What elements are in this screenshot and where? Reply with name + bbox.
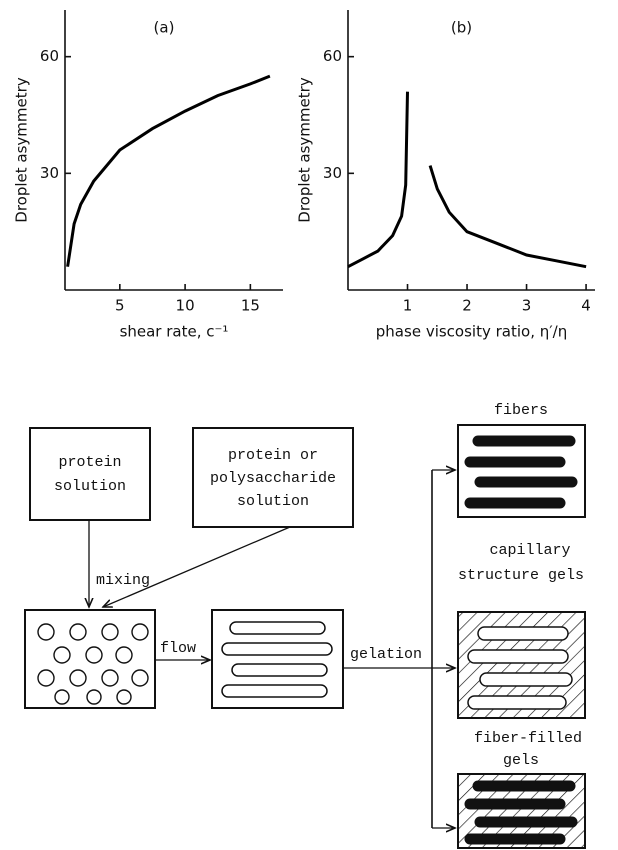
source-box — [192, 427, 354, 528]
x-tick-label: 1 — [403, 297, 413, 315]
data-line — [347, 91, 587, 269]
source-label: polysaccharide — [210, 470, 336, 487]
x-tick-label: 4 — [581, 297, 591, 315]
source-label: solution — [237, 493, 309, 510]
arrow — [103, 526, 291, 607]
source-label: solution — [54, 478, 126, 495]
step-label: flow — [160, 640, 196, 657]
source-label: protein — [58, 454, 121, 471]
product-label: structure gels — [458, 567, 584, 584]
x-tick-label: 5 — [115, 297, 125, 315]
step-label: gelation — [350, 646, 422, 663]
x-tick-label: 10 — [176, 297, 195, 315]
product-label: fiber-filled — [474, 730, 582, 747]
source-box — [29, 427, 151, 521]
product-label: capillary — [489, 542, 570, 559]
droplets — [37, 623, 149, 705]
data-line — [66, 74, 271, 267]
panel-label: (b) — [451, 19, 472, 37]
panel-label: (a) — [154, 19, 175, 37]
y-tick-label: 60 — [40, 47, 59, 65]
x-tick-label: 15 — [241, 297, 260, 315]
x-tick-label: 3 — [522, 297, 532, 315]
source-label: protein or — [228, 447, 318, 464]
y-tick-label: 30 — [323, 164, 342, 182]
step-label: mixing — [96, 572, 150, 589]
x-axis-label: shear rate, c⁻¹ — [120, 323, 229, 341]
elongated-droplets — [221, 621, 333, 698]
product-label: gels — [503, 752, 539, 769]
x-axis-label: phase viscosity ratio, η′/η — [376, 323, 567, 341]
y-tick-label: 60 — [323, 47, 342, 65]
y-tick-label: 30 — [40, 164, 59, 182]
y-axis-label: Droplet asymmetry — [296, 77, 314, 223]
diagram: protein solution protein or polysacchari… — [24, 402, 586, 849]
product-label: fibers — [494, 402, 548, 419]
x-tick-label: 2 — [462, 297, 472, 315]
y-axis-label: Droplet asymmetry — [13, 77, 31, 223]
